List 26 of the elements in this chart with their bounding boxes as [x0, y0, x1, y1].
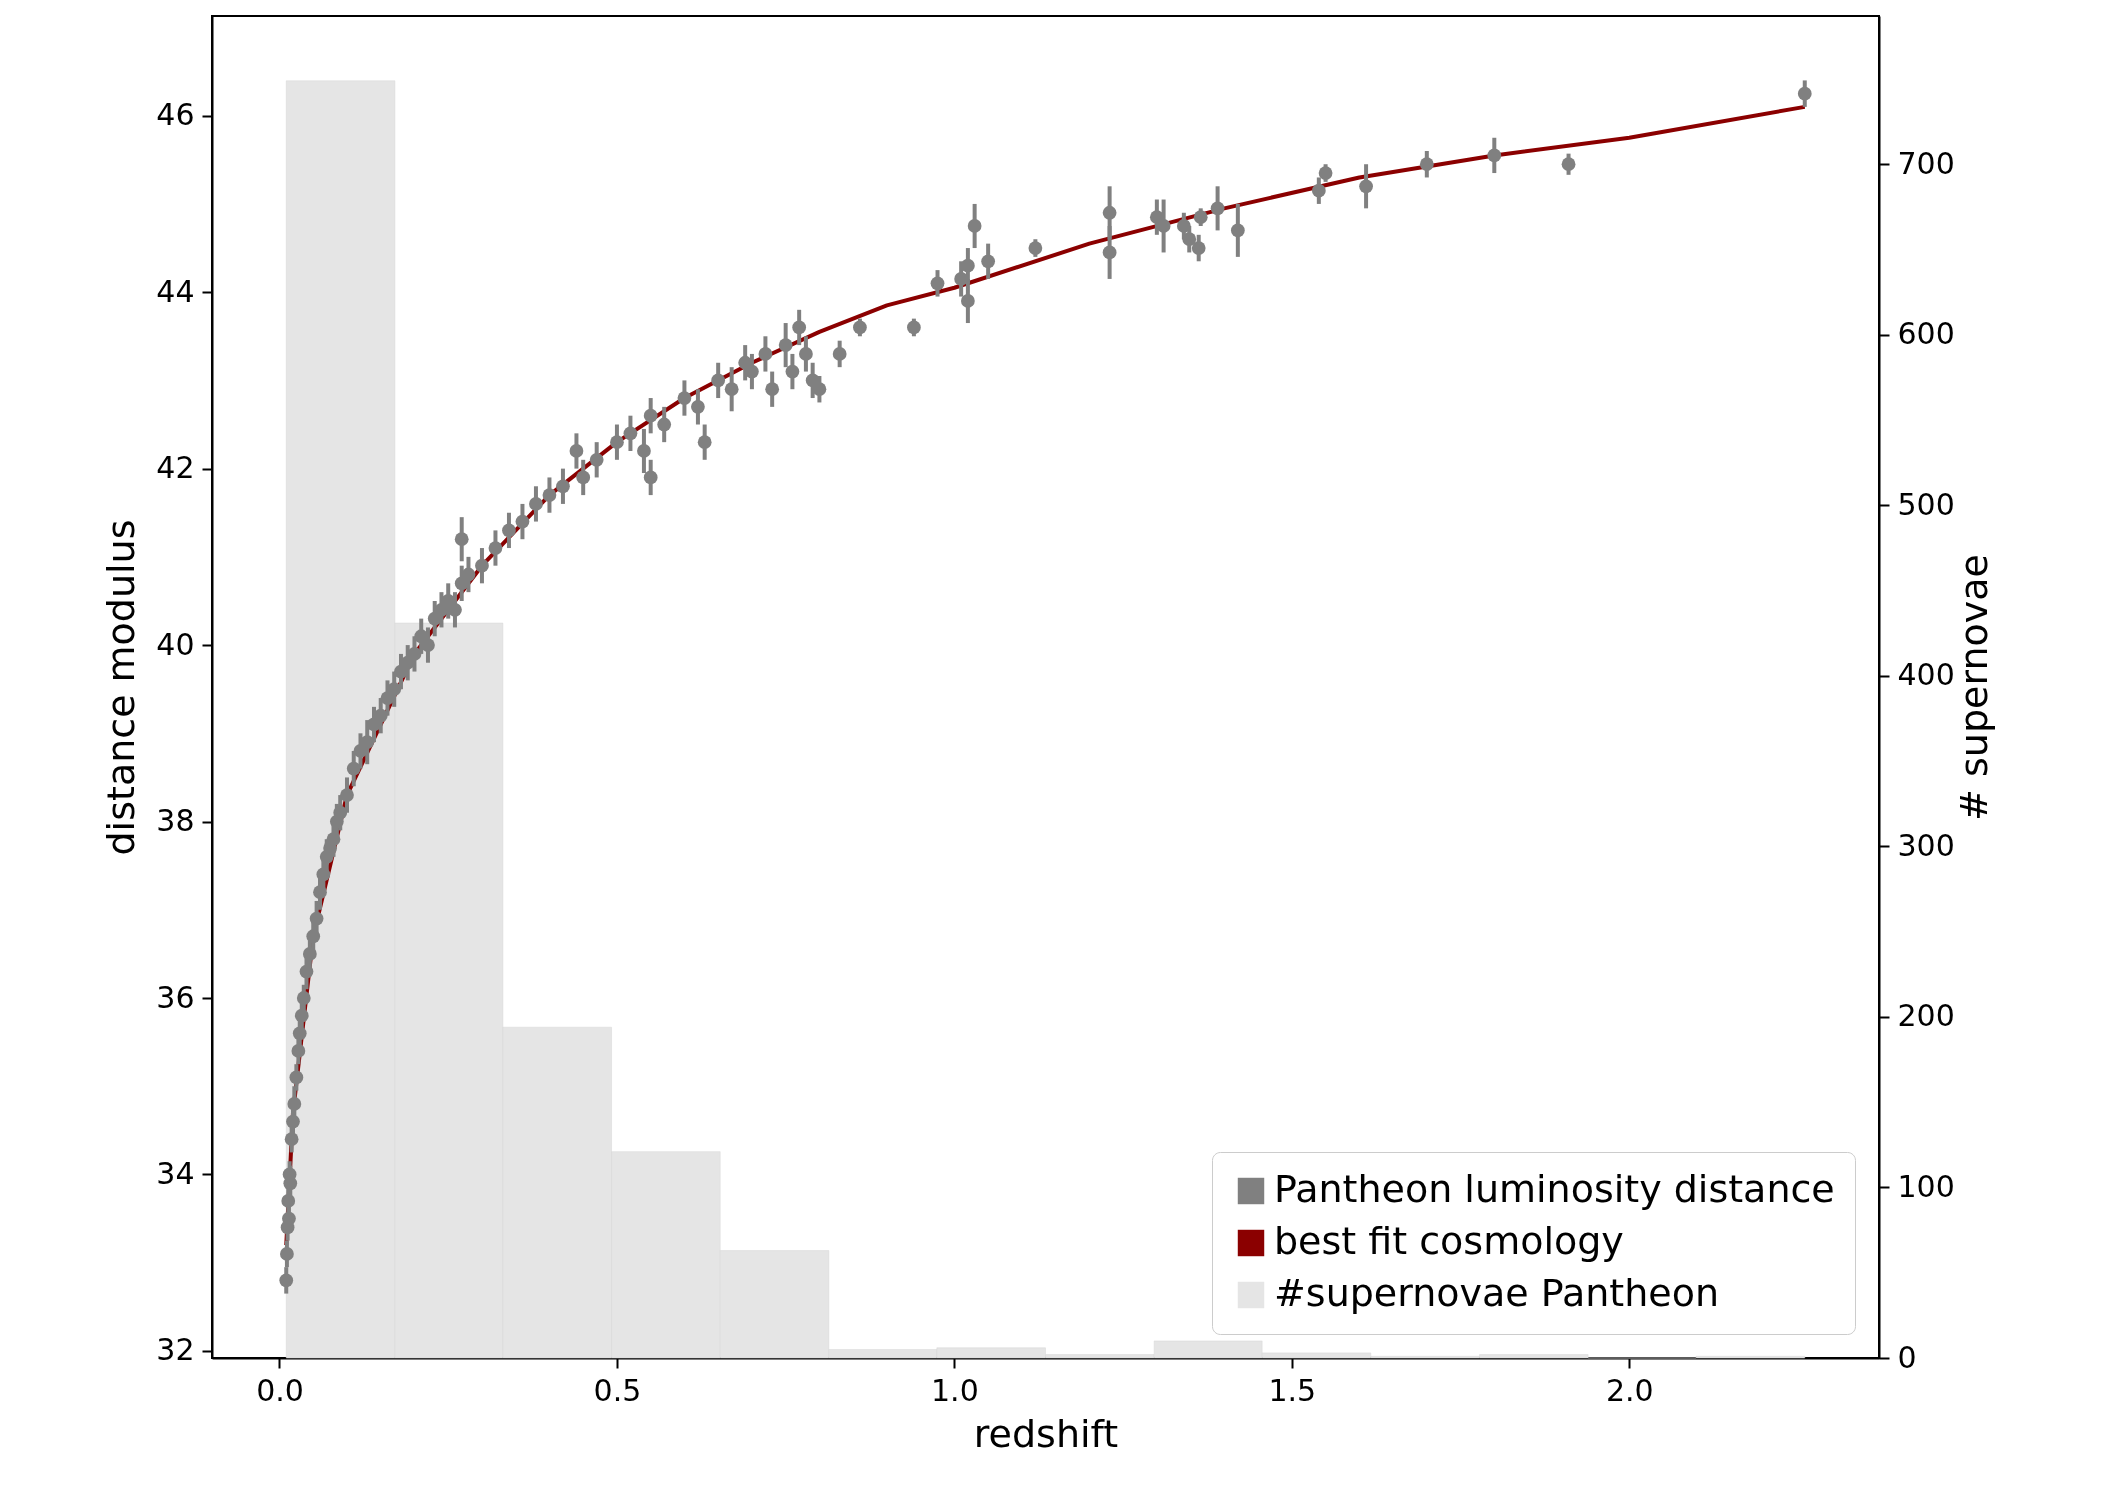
x-tick-label: 2.0 — [1605, 1372, 1654, 1408]
y-tick-label: 44 — [156, 273, 195, 309]
x-axis-title: redshift — [973, 1411, 1119, 1456]
y2-tick-label: 400 — [1897, 657, 1955, 693]
y-axis-title: distance modulus — [99, 519, 144, 856]
legend-label: Pantheon luminosity distance — [1274, 1167, 1835, 1211]
y2-tick-label: 0 — [1897, 1339, 1917, 1375]
y-tick-label: 36 — [156, 979, 195, 1015]
y-tick-label: 34 — [156, 1155, 195, 1191]
legend-label: #supernovae Pantheon — [1274, 1271, 1720, 1315]
y-tick-label: 32 — [156, 1332, 195, 1368]
y2-tick-label: 500 — [1897, 486, 1955, 522]
y2-tick-label: 700 — [1897, 145, 1955, 181]
y2-tick-label: 600 — [1897, 316, 1955, 352]
x-tick-label: 1.0 — [931, 1372, 979, 1408]
y2-tick-label: 300 — [1897, 827, 1955, 863]
y2-tick-label: 100 — [1897, 1168, 1955, 1204]
x-tick-label: 0.5 — [593, 1372, 642, 1408]
y-tick-label: 40 — [156, 626, 195, 662]
y-tick-label: 46 — [156, 97, 195, 133]
y-tick-label: 42 — [156, 450, 195, 486]
legend-label: best fit cosmology — [1274, 1219, 1624, 1263]
x-tick-label: 1.5 — [1268, 1372, 1317, 1408]
y-tick-label: 38 — [156, 803, 195, 839]
y2-tick-label: 200 — [1897, 998, 1955, 1034]
x-tick-label: 0.0 — [256, 1372, 304, 1408]
